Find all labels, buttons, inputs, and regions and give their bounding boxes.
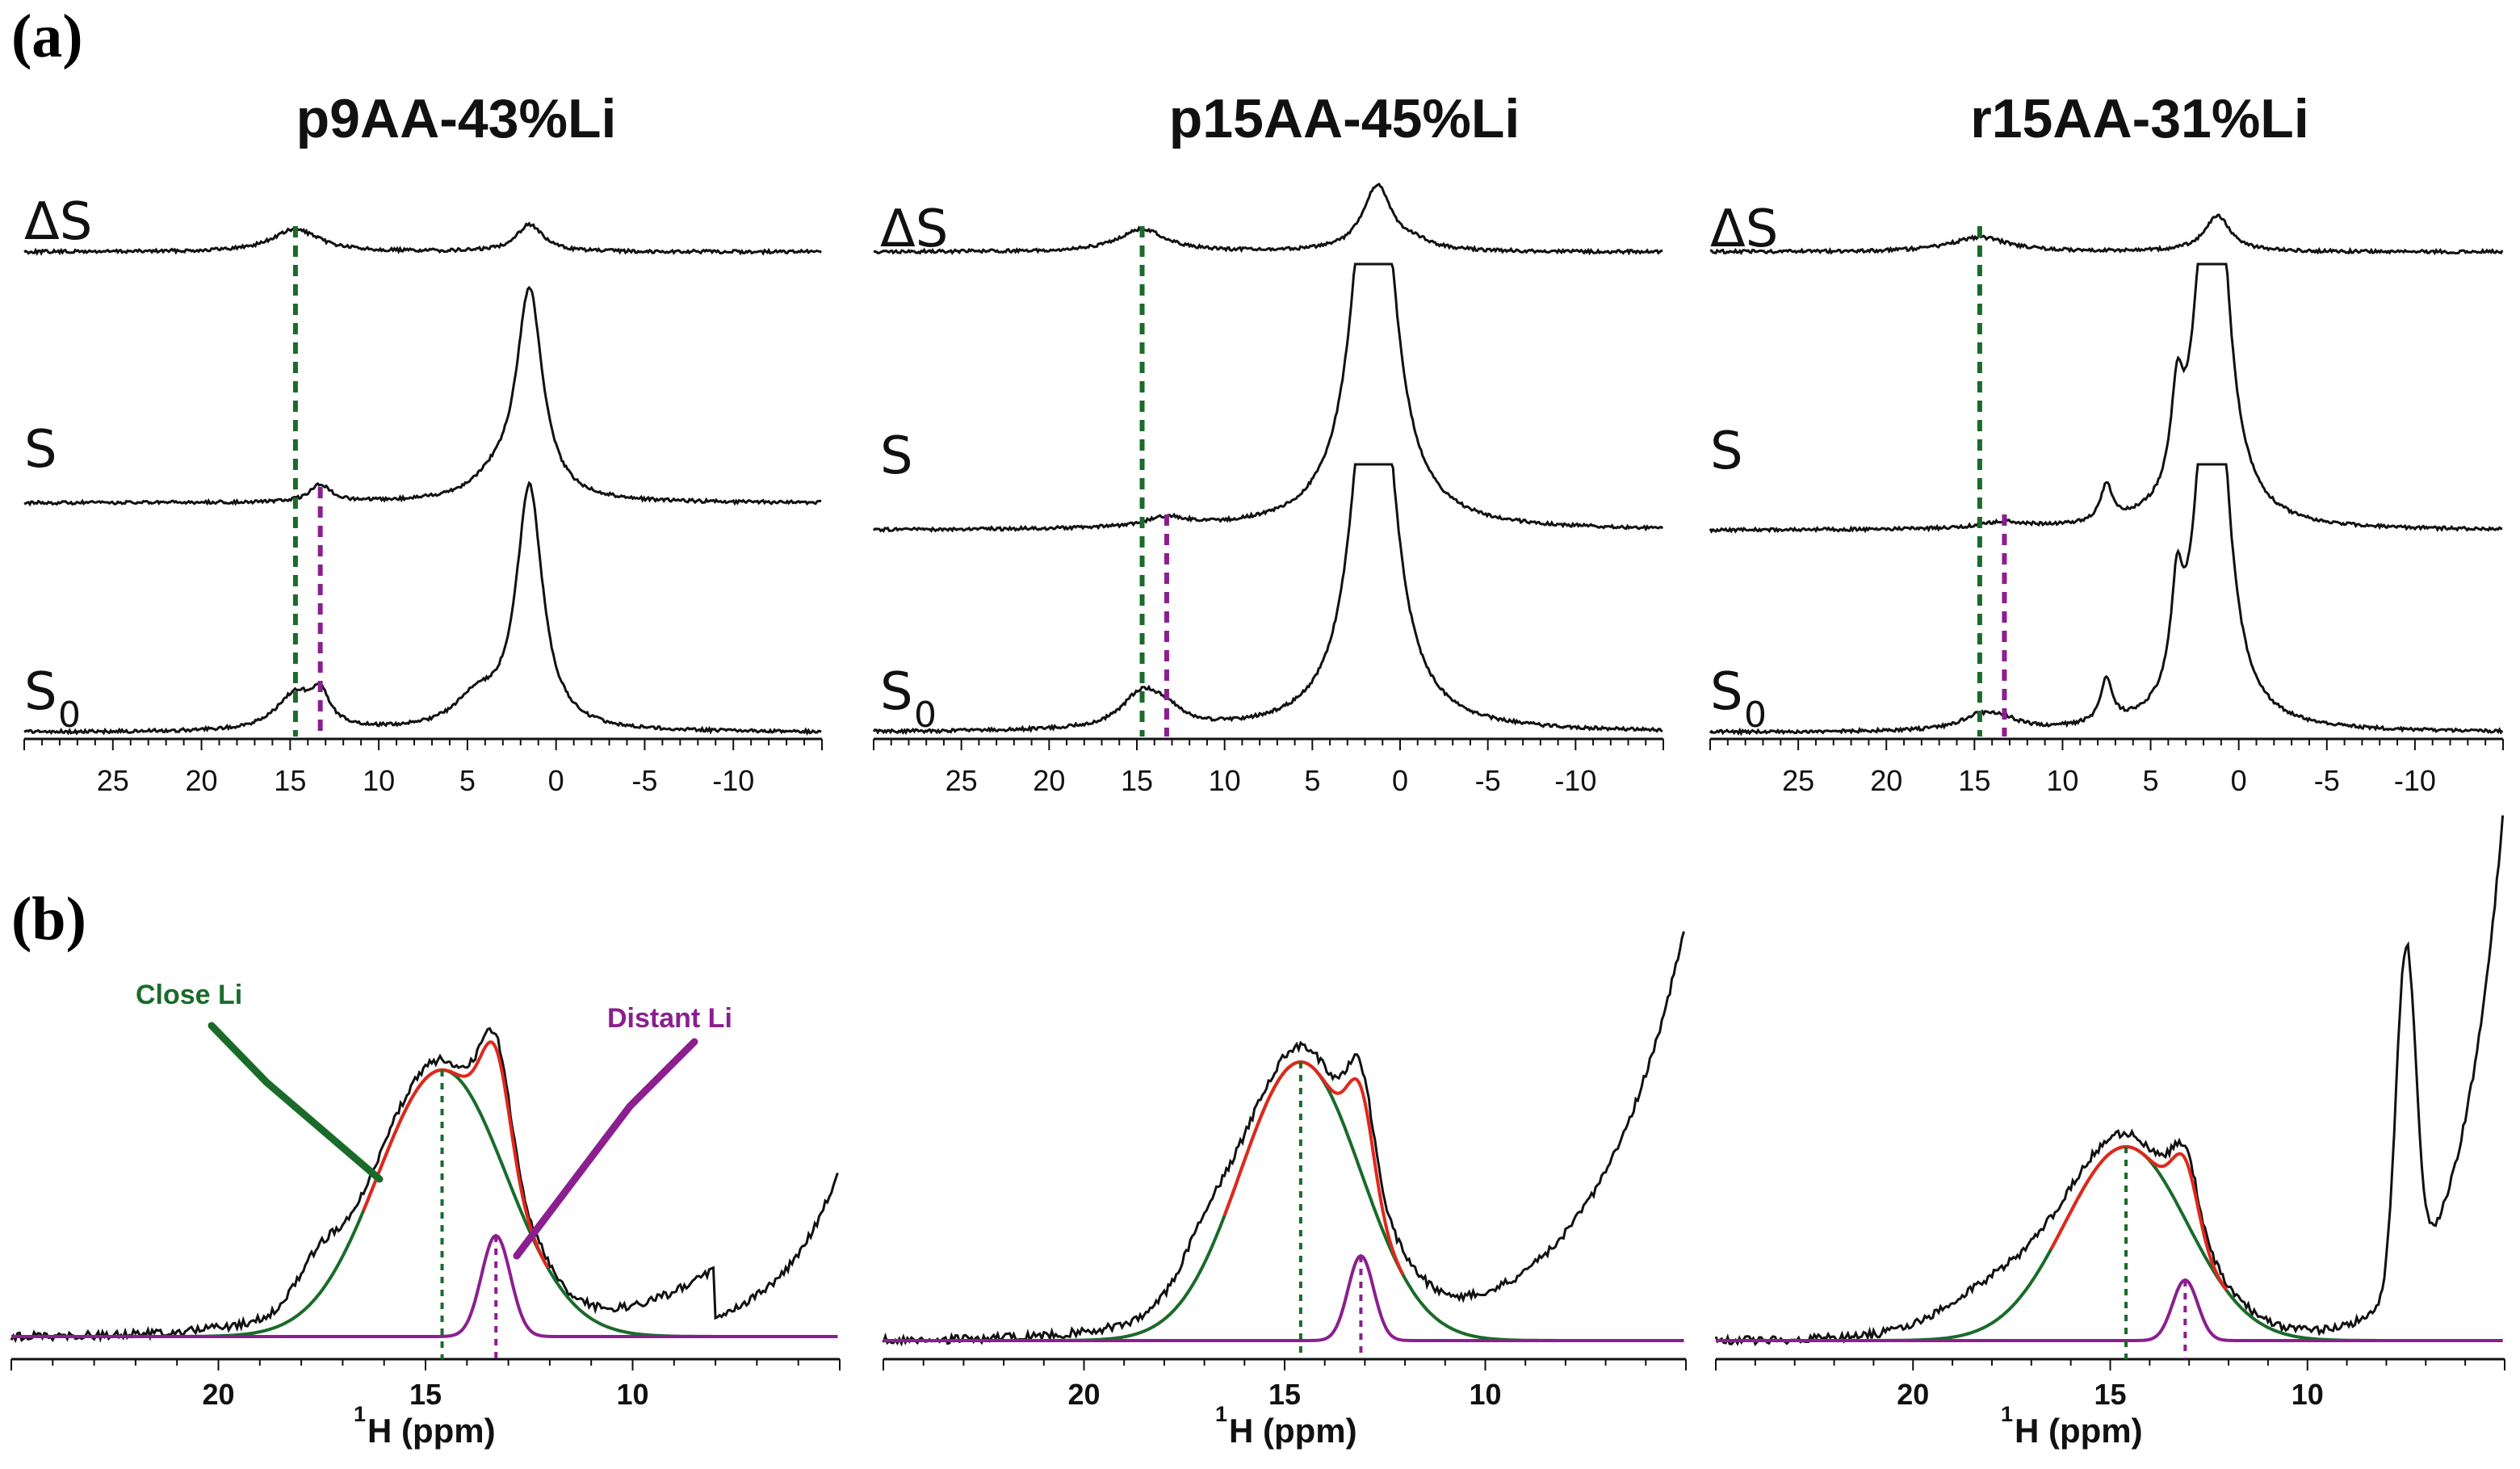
row-label-s0-1: S [24, 662, 57, 722]
fit-column-3: 20 15 10 [1714, 815, 2505, 1411]
svg-text:1: 1 [354, 1402, 366, 1426]
x-tick-label: 25 [946, 764, 978, 797]
row-label-s-3: S [1710, 422, 1743, 481]
annotation-close-li: Close Li [136, 980, 242, 1010]
svg-text:1: 1 [2001, 1402, 2013, 1426]
trace-dS-1 [23, 221, 823, 256]
x-tick-label: -10 [1554, 764, 1596, 797]
spectrum-column-2: 25 20 15 10 5 0 -5 -10 [872, 183, 1664, 797]
fit-close-li-b2 [883, 1060, 1684, 1342]
chart-title-3: r15AA-31%Li [1970, 88, 2309, 149]
x-tick-label: 20 [1067, 1378, 1100, 1411]
fit-close-li-b3 [1716, 1144, 2503, 1342]
x-tick-label: 5 [2143, 764, 2159, 797]
svg-text:H (ppm): H (ppm) [367, 1412, 496, 1450]
row-label-s0-3: S [1710, 662, 1743, 722]
panel-b-label: (b) [11, 885, 86, 953]
x-tick-label: 20 [1870, 764, 1902, 797]
x-tick-label: -5 [631, 764, 657, 797]
axis-title-b1: 1 H (ppm) [354, 1402, 496, 1450]
row-label-s0-sub-3: 0 [1744, 695, 1767, 736]
x-tick-label: 15 [1121, 764, 1153, 797]
trace-S-1 [23, 285, 822, 507]
fit-distant-li-b1 [11, 1233, 838, 1338]
x-tick-label: 0 [2231, 764, 2247, 797]
x-tick-label: 15 [2094, 1378, 2126, 1411]
trace-S0-1 [23, 481, 822, 736]
svg-text:H (ppm): H (ppm) [1229, 1412, 1357, 1450]
svg-text:H (ppm): H (ppm) [2015, 1412, 2143, 1450]
x-tick-label: 20 [186, 764, 218, 797]
arrow-close-li [208, 1022, 384, 1183]
fit-distant-li-b3 [1716, 1278, 2503, 1342]
fit-distant-li-b2 [883, 1253, 1684, 1342]
trace-S-2 [872, 262, 1664, 533]
x-tick-label: 15 [409, 1378, 442, 1411]
trace-S-3 [1709, 262, 2503, 534]
trace-experimental-b2 [882, 930, 1685, 1347]
fit-column-2: 20 15 10 [882, 930, 1687, 1411]
fit-sum-b2 [1222, 1060, 1405, 1276]
x-tick-label: -10 [712, 764, 754, 797]
chart-title-2: p15AA-45%Li [1169, 88, 1520, 149]
x-tick-label: 15 [1268, 1378, 1301, 1411]
axis-title-b3: 1 H (ppm) [2001, 1402, 2143, 1450]
x-tick-label: 20 [202, 1378, 234, 1411]
trace-experimental-b3 [1714, 815, 2505, 1346]
x-tick-label: 10 [1469, 1378, 1501, 1411]
row-label-s-2: S [880, 426, 913, 486]
spectrum-column-1: 25 20 15 10 5 0 -5 -10 [23, 221, 823, 797]
x-tick-label: 10 [2046, 764, 2078, 797]
axis-title-b2: 1 H (ppm) [1215, 1402, 1357, 1450]
x-tick-label: -5 [2314, 764, 2340, 797]
x-tick-label: 10 [2291, 1378, 2324, 1411]
annotation-distant-li: Distant Li [607, 1003, 732, 1034]
x-tick-label: 0 [548, 764, 564, 797]
plot-layer: 25 20 15 10 5 0 -5 -10 25 20 15 10 5 0 -5 -10 25 20 15 10 5 0… [10, 183, 2505, 1411]
panel-a-label: (a) [11, 2, 83, 70]
chart-title-1: p9AA-43%Li [296, 88, 617, 149]
fit-column-1: 20 15 10 [10, 1022, 841, 1411]
x-tick-label: 10 [1209, 764, 1241, 797]
x-tick-label: -10 [2394, 764, 2436, 797]
spectrum-column-3: 25 20 15 10 5 0 -5 -10 [1709, 213, 2504, 797]
x-tick-label: 25 [1782, 764, 1814, 797]
row-label-s0-2: S [880, 662, 913, 722]
svg-text:1: 1 [1215, 1402, 1227, 1426]
row-label-s-1: S [24, 420, 57, 480]
x-tick-label: 5 [459, 764, 476, 797]
x-tick-label: 0 [1392, 764, 1408, 797]
x-tick-label: 20 [1033, 764, 1065, 797]
x-tick-label: 5 [1304, 764, 1320, 797]
x-tick-label: 10 [616, 1378, 648, 1411]
row-label-ds-2: ΔS [880, 199, 948, 259]
trace-S0-2 [872, 463, 1663, 736]
x-tick-label: 15 [1958, 764, 1990, 797]
x-tick-label: 25 [97, 764, 129, 797]
x-tick-label: 20 [1897, 1378, 1929, 1411]
row-label-ds-1: ΔS [24, 192, 92, 252]
trace-dS-2 [873, 183, 1663, 256]
trace-S0-3 [1709, 463, 2504, 737]
arrow-distant-li [513, 1038, 698, 1260]
fit-sum-b1 [362, 1040, 550, 1269]
x-tick-label: -5 [1475, 764, 1501, 797]
trace-experimental-b1 [10, 1026, 839, 1344]
trace-dS-3 [1709, 213, 2504, 256]
fit-sum-b3 [2049, 1144, 2229, 1291]
x-tick-label: 15 [274, 764, 306, 797]
x-tick-label: 10 [363, 764, 395, 797]
